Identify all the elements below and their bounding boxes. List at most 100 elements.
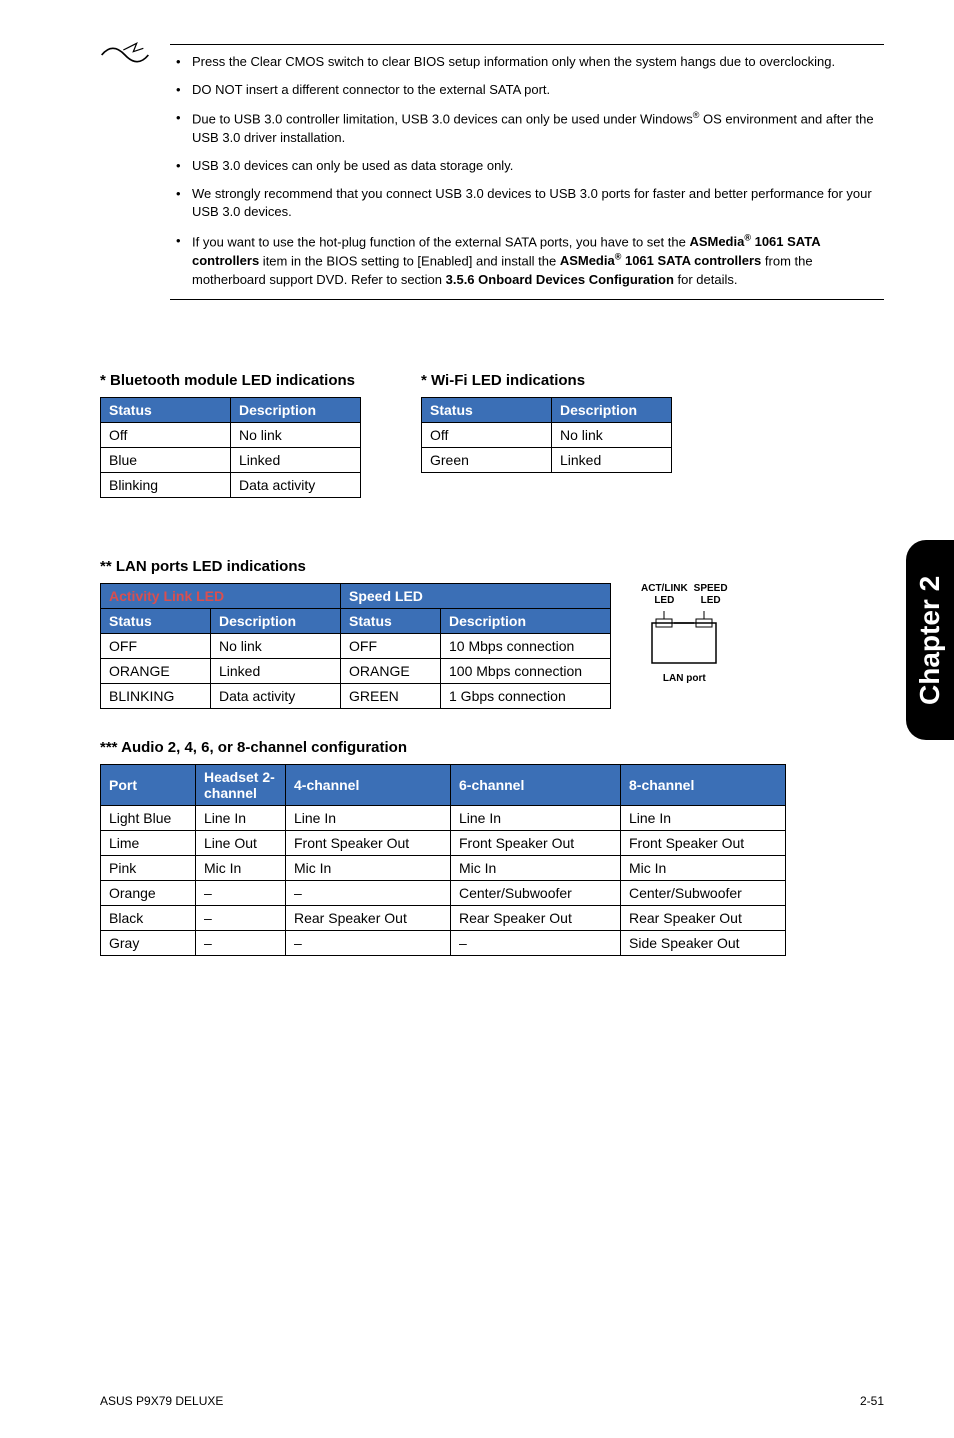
group-header: Speed LED [341,583,611,608]
chapter-side-tab: Chapter 2 [906,540,954,740]
table-cell: Gray [101,930,196,955]
page-footer: ASUS P9X79 DELUXE 2-51 [100,1394,884,1408]
bluetooth-table: StatusDescriptionOffNo linkBlueLinkedBli… [100,397,361,498]
col-header: Port [101,764,196,805]
table-cell: Mic In [286,855,451,880]
table-cell: 100 Mbps connection [441,658,611,683]
table-row: BlueLinked [101,447,361,472]
table-cell: OFF [341,633,441,658]
bluetooth-title: * Bluetooth module LED indications [100,372,361,389]
footer-left: ASUS P9X79 DELUXE [100,1394,223,1408]
table-row: Orange––Center/SubwooferCenter/Subwoofer [101,880,786,905]
note-item: Due to USB 3.0 controller limitation, US… [170,109,884,147]
table-row: BlinkingData activity [101,472,361,497]
table-cell: Line In [621,805,786,830]
table-cell: Green [422,447,552,472]
table-cell: Linked [211,658,341,683]
col-header: 8-channel [621,764,786,805]
col-header: Description [552,397,672,422]
table-cell: – [196,930,286,955]
table-row: Gray–––Side Speaker Out [101,930,786,955]
group-header: Activity Link LED [101,583,341,608]
table-cell: Center/Subwoofer [621,880,786,905]
table-cell: No link [231,422,361,447]
note-item: If you want to use the hot-plug function… [170,232,884,289]
table-cell: Mic In [196,855,286,880]
table-cell: Lime [101,830,196,855]
table-cell: – [451,930,621,955]
table-cell: – [196,905,286,930]
table-cell: – [196,880,286,905]
col-header: Status [101,397,231,422]
notes-block: Press the Clear CMOS switch to clear BIO… [100,40,884,308]
table-cell: Line Out [196,830,286,855]
col-header: Status [101,608,211,633]
table-cell: Rear Speaker Out [286,905,451,930]
table-cell: Center/Subwoofer [451,880,621,905]
table-cell: Side Speaker Out [621,930,786,955]
col-header: 6-channel [451,764,621,805]
table-row: OffNo link [422,422,672,447]
table-cell: Front Speaker Out [451,830,621,855]
table-cell: Front Speaker Out [621,830,786,855]
lan-table: Activity Link LEDSpeed LEDStatusDescript… [100,583,611,709]
table-cell: Pink [101,855,196,880]
table-cell: Linked [231,447,361,472]
table-cell: Off [101,422,231,447]
note-item: We strongly recommend that you connect U… [170,185,884,221]
table-cell: Line In [451,805,621,830]
table-cell: 1 Gbps connection [441,683,611,708]
table-row: ORANGELinkedORANGE100 Mbps connection [101,658,611,683]
table-cell: Blue [101,447,231,472]
table-cell: Linked [552,447,672,472]
col-header: Description [211,608,341,633]
table-cell: Blinking [101,472,231,497]
table-cell: Data activity [211,683,341,708]
wifi-title: * Wi-Fi LED indications [421,372,672,389]
table-row: LimeLine OutFront Speaker OutFront Speak… [101,830,786,855]
wifi-table: StatusDescriptionOffNo linkGreenLinked [421,397,672,473]
table-row: PinkMic InMic InMic InMic In [101,855,786,880]
col-header: Status [341,608,441,633]
table-cell: Front Speaker Out [286,830,451,855]
table-row: Light BlueLine InLine InLine InLine In [101,805,786,830]
audio-table: PortHeadset 2-channel4-channel6-channel8… [100,764,786,956]
col-header: Headset 2-channel [196,764,286,805]
note-item: USB 3.0 devices can only be used as data… [170,157,884,175]
table-cell: ORANGE [101,658,211,683]
table-cell: No link [211,633,341,658]
table-cell: ORANGE [341,658,441,683]
table-cell: BLINKING [101,683,211,708]
table-cell: Rear Speaker Out [451,905,621,930]
table-cell: Mic In [621,855,786,880]
lan-port-diagram: ACT/LINKLED SPEEDLED LAN port [641,583,728,685]
col-header: Description [231,397,361,422]
table-cell: Rear Speaker Out [621,905,786,930]
table-cell: Black [101,905,196,930]
lan-title: ** LAN ports LED indications [100,558,884,575]
table-cell: 10 Mbps connection [441,633,611,658]
table-cell: Mic In [451,855,621,880]
table-row: Black–Rear Speaker OutRear Speaker OutRe… [101,905,786,930]
table-cell: Line In [196,805,286,830]
col-header: Description [441,608,611,633]
table-cell: GREEN [341,683,441,708]
table-cell: – [286,930,451,955]
col-header: Status [422,397,552,422]
col-header: 4-channel [286,764,451,805]
note-icon [100,40,150,308]
table-row: GreenLinked [422,447,672,472]
table-cell: No link [552,422,672,447]
table-row: BLINKINGData activityGREEN1 Gbps connect… [101,683,611,708]
note-item: Press the Clear CMOS switch to clear BIO… [170,53,884,71]
footer-right: 2-51 [860,1394,884,1408]
table-cell: OFF [101,633,211,658]
table-row: OFFNo linkOFF10 Mbps connection [101,633,611,658]
table-cell: Off [422,422,552,447]
table-cell: Light Blue [101,805,196,830]
table-cell: Line In [286,805,451,830]
table-cell: Data activity [231,472,361,497]
table-row: OffNo link [101,422,361,447]
note-item: DO NOT insert a different connector to t… [170,81,884,99]
table-cell: Orange [101,880,196,905]
